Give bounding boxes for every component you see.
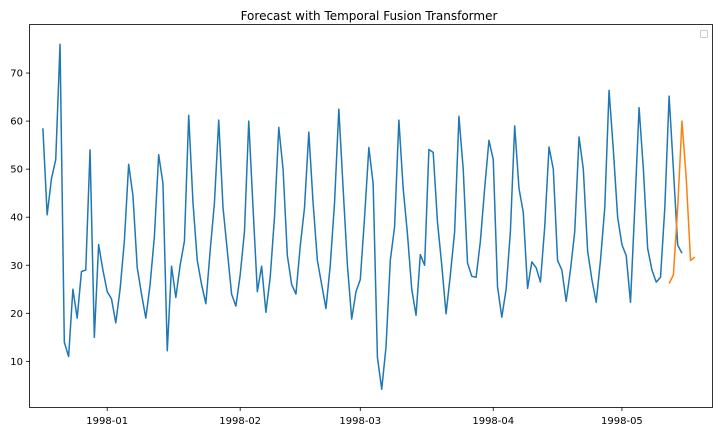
y-tick-label: 70 xyxy=(10,69,23,80)
legend-box xyxy=(700,30,708,38)
x-tick-label: 1998-04 xyxy=(472,416,514,427)
plot-frame xyxy=(29,24,713,408)
y-tick-label: 20 xyxy=(10,309,23,320)
y-tick-label: 30 xyxy=(10,261,23,272)
series-line-1 xyxy=(42,43,683,390)
y-tick-label: 50 xyxy=(10,165,23,176)
y-tick-label: 10 xyxy=(10,357,23,368)
x-tick-label: 1998-03 xyxy=(339,416,381,427)
x-tick-label: 1998-05 xyxy=(601,416,643,427)
chart-title: Forecast with Temporal Fusion Transforme… xyxy=(241,9,498,23)
series-line-2 xyxy=(668,120,696,284)
y-tick-label: 60 xyxy=(10,117,23,128)
y-tick-label: 40 xyxy=(10,213,23,224)
x-tick-label: 1998-02 xyxy=(219,416,261,427)
x-tick-label: 1998-01 xyxy=(86,416,128,427)
